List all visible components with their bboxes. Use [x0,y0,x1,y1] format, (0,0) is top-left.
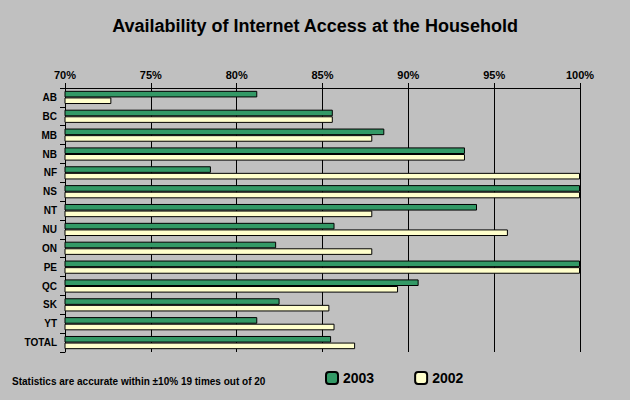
svg-text:MB: MB [41,130,57,141]
svg-text:NB: NB [43,149,57,160]
svg-text:NS: NS [43,186,57,197]
svg-text:AB: AB [43,92,57,103]
svg-text:BC: BC [43,111,57,122]
svg-text:SK: SK [43,299,58,310]
svg-text:Availability of Internet Acces: Availability of Internet Access at the H… [112,16,518,36]
svg-text:NF: NF [44,167,57,178]
svg-text:100%: 100% [566,69,594,81]
svg-text:ON: ON [42,243,57,254]
svg-text:85%: 85% [311,69,333,81]
svg-text:NT: NT [44,205,57,216]
svg-text:PE: PE [44,262,58,273]
svg-text:YT: YT [44,318,57,329]
svg-text:Statistics are accurate within: Statistics are accurate within ±10% 19 t… [12,376,266,387]
svg-text:2003: 2003 [343,370,374,386]
svg-text:95%: 95% [483,69,505,81]
svg-text:80%: 80% [226,69,248,81]
svg-text:TOTAL: TOTAL [25,337,57,348]
svg-text:70%: 70% [54,69,76,81]
svg-text:90%: 90% [397,69,419,81]
svg-text:75%: 75% [140,69,162,81]
svg-text:2002: 2002 [432,370,463,386]
svg-text:NU: NU [43,224,57,235]
svg-text:QC: QC [42,281,57,292]
